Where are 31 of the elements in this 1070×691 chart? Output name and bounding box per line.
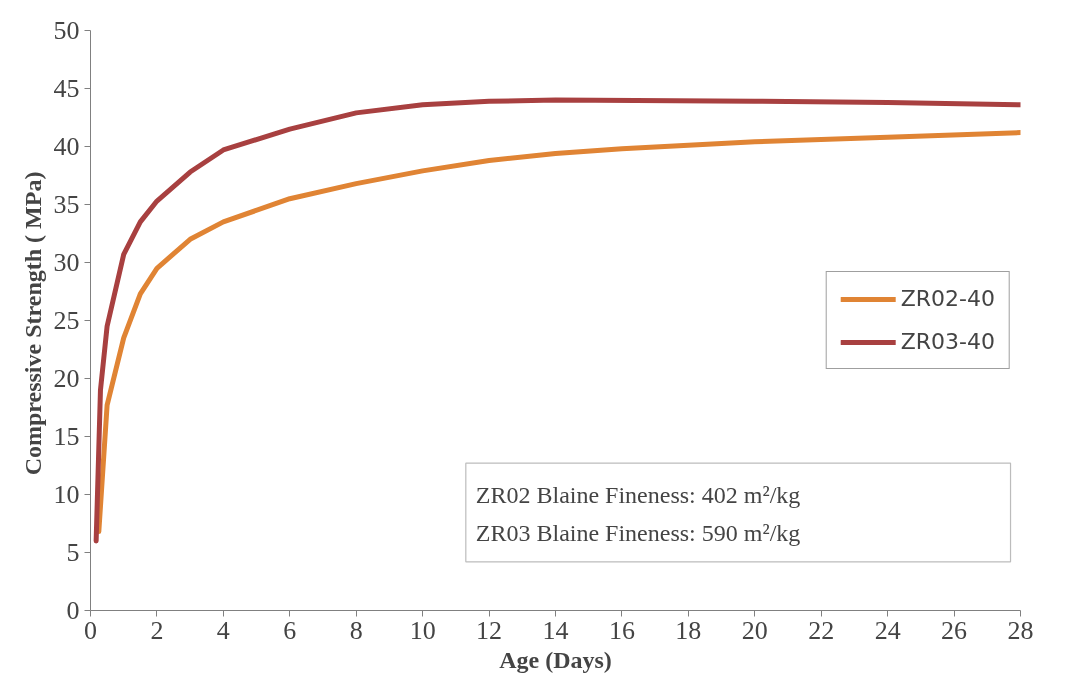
y-tick-label: 50: [53, 16, 80, 45]
y-tick-label: 10: [53, 480, 80, 509]
x-tick-label: 4: [216, 615, 230, 645]
x-tick-label: 26: [941, 615, 968, 645]
x-tick-label: 6: [283, 615, 297, 645]
x-tick-label: 2: [150, 615, 164, 645]
x-tick-label: 20: [741, 615, 768, 645]
y-tick-label: 15: [53, 422, 80, 451]
y-tick-label: 20: [53, 364, 80, 393]
x-axis-title: Age (Days): [499, 646, 612, 673]
annotation: ZR03 Blaine Fineness: 590 m²/kg: [475, 519, 801, 546]
legend-label: ZR02-40: [900, 286, 995, 311]
x-tick-label: 24: [874, 615, 901, 645]
y-tick-label: 25: [53, 306, 80, 335]
y-axis-title: Compressive Strength ( MPa): [19, 171, 46, 476]
y-tick-label: 40: [53, 132, 80, 161]
legend-label: ZR03-40: [900, 329, 995, 354]
annotation: ZR02 Blaine Fineness: 402 m²/kg: [475, 481, 801, 508]
x-tick-label: 10: [409, 615, 436, 645]
x-tick-label: 8: [349, 615, 363, 645]
y-tick-label: 30: [53, 248, 80, 277]
y-tick-label: 45: [53, 74, 80, 103]
x-tick-label: 16: [608, 615, 635, 645]
y-tick-label: 0: [66, 596, 80, 625]
x-tick-label: 12: [476, 615, 503, 645]
x-tick-label: 18: [675, 615, 702, 645]
y-tick-label: 5: [66, 538, 80, 567]
x-tick-label: 14: [542, 615, 569, 645]
x-tick-label: 28: [1007, 615, 1034, 645]
x-tick-label: 22: [808, 615, 835, 645]
y-tick-label: 35: [53, 190, 80, 219]
